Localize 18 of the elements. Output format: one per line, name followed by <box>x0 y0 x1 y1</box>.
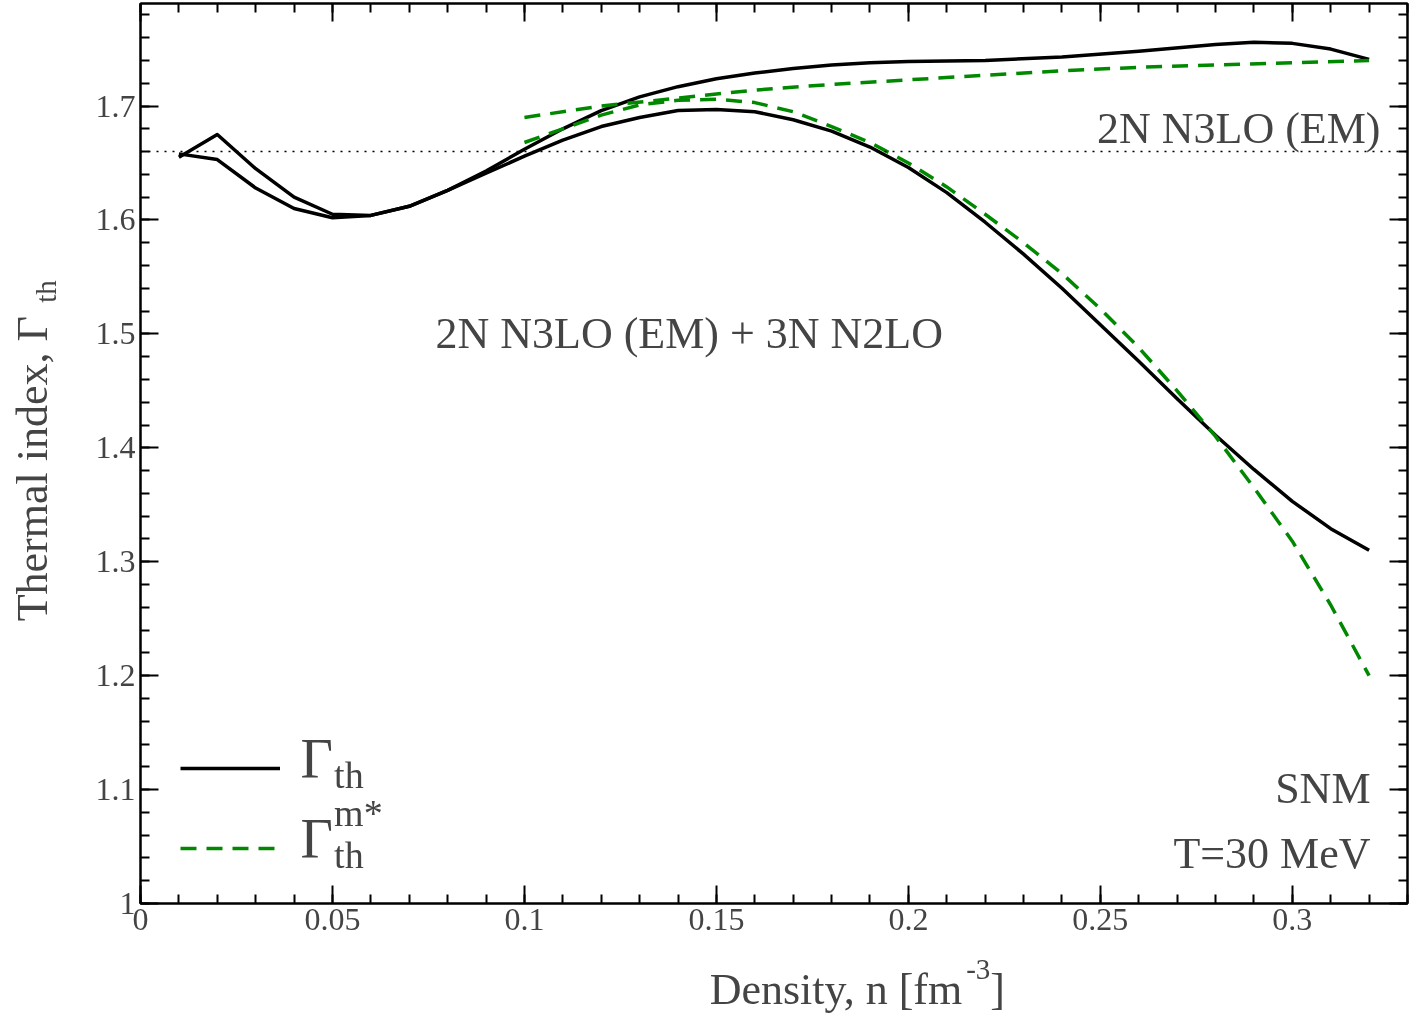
x-tick-label: 0.05 <box>304 900 361 937</box>
x-tick-label: 0.3 <box>1272 900 1313 937</box>
y-tick-label: 1.7 <box>95 87 136 124</box>
annotation: 2N N3LO (EM) + 3N N2LO <box>435 309 944 358</box>
x-tick-label: 0.2 <box>888 900 929 937</box>
y-tick-label: 1.3 <box>95 543 136 580</box>
y-tick-label: 1.5 <box>95 315 136 352</box>
y-tick-label: 1.2 <box>95 657 136 694</box>
x-tick-label: 0.15 <box>688 900 745 937</box>
x-tick-label: 0.1 <box>504 900 545 937</box>
annotation: 2N N3LO (EM) <box>1096 104 1381 153</box>
x-tick-label: 0.25 <box>1072 900 1129 937</box>
y-tick-label: 1.6 <box>95 201 136 238</box>
y-tick-label: 1.4 <box>95 429 136 466</box>
y-axis-title: Thermal index, Γth <box>8 279 62 622</box>
y-tick-label: 1.1 <box>95 771 136 808</box>
annotation: SNM <box>1275 764 1371 813</box>
annotation: T=30 MeV <box>1173 829 1371 878</box>
